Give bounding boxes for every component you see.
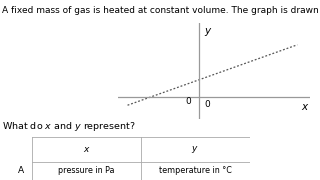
Text: $y$: $y$	[191, 144, 199, 155]
Text: 0: 0	[186, 97, 192, 106]
Text: x: x	[301, 102, 307, 112]
Text: A: A	[18, 166, 24, 176]
Text: What do $x$ and $y$ represent?: What do $x$ and $y$ represent?	[2, 120, 135, 133]
Text: 0: 0	[204, 100, 210, 109]
Text: y: y	[204, 26, 211, 36]
Text: A fixed mass of gas is heated at constant volume. The graph is drawn for this pr: A fixed mass of gas is heated at constan…	[2, 6, 320, 15]
Text: pressure in Pa: pressure in Pa	[58, 166, 115, 176]
Text: $x$: $x$	[83, 145, 90, 154]
Text: temperature in °C: temperature in °C	[159, 166, 232, 176]
